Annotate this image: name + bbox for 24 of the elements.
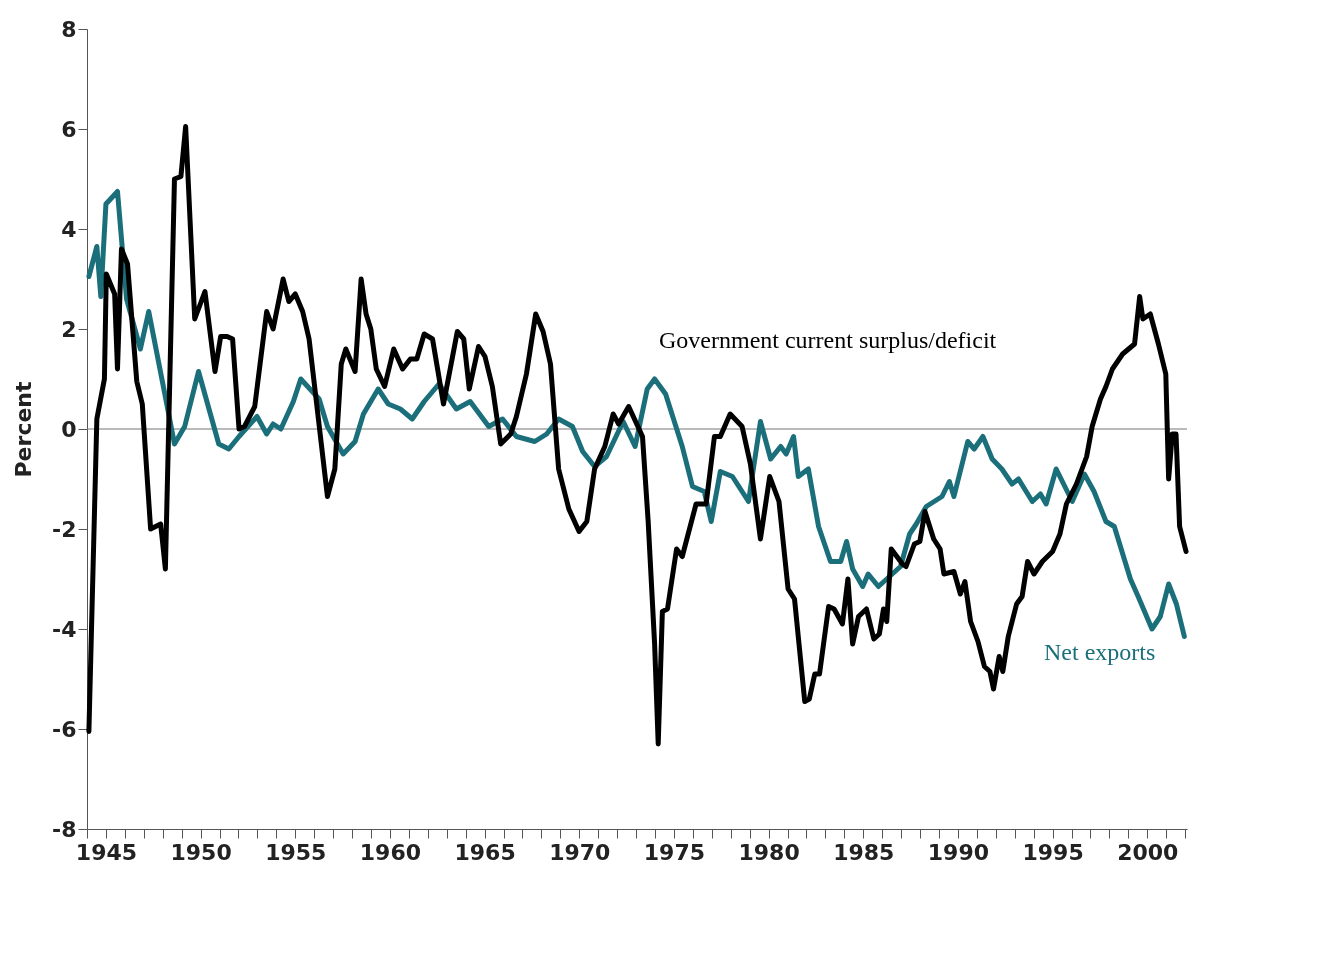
x-tick-label: 1975: [643, 839, 706, 865]
x-tick-label: 1945: [75, 839, 138, 865]
y-tick-label: 2: [61, 316, 77, 342]
text: Government current surplus/deficit: [659, 327, 997, 353]
x-tick-label: 1960: [359, 839, 422, 865]
y-tick-label: -4: [52, 616, 77, 642]
y-tick-label: 4: [61, 216, 77, 242]
x-tick-label: 2000: [1117, 839, 1179, 865]
series-label: Net exports: [1044, 639, 1156, 665]
x-tick-label: 1985: [833, 839, 895, 865]
y-tick-label: 8: [61, 16, 77, 42]
y-tick-label: -6: [52, 716, 77, 742]
y-axis-title: Percent: [11, 381, 37, 478]
x-tick-label: 1980: [738, 839, 800, 865]
y-tick-label: -2: [52, 516, 77, 542]
y-tick-label: -8: [52, 816, 77, 842]
x-tick-label: 1990: [927, 839, 990, 865]
y-tick-label: 0: [61, 416, 77, 442]
y-tick-label: 6: [61, 116, 77, 142]
x-tick-label: 1950: [170, 839, 232, 865]
x-tick-label: 1955: [265, 839, 327, 865]
x-tick-label: 1995: [1022, 839, 1084, 865]
x-tick-label: 1965: [454, 839, 516, 865]
x-tick-label: 1970: [549, 839, 611, 865]
